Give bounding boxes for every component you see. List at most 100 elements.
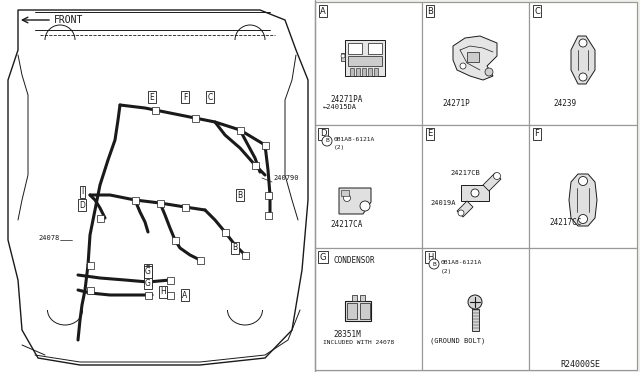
Bar: [264, 212, 271, 218]
Text: CONDENSOR: CONDENSOR: [333, 256, 374, 265]
Bar: [368, 43, 382, 54]
Bar: [348, 43, 362, 54]
Text: R24000SE: R24000SE: [560, 360, 600, 369]
Bar: [0, 0, 315, 372]
Text: I: I: [81, 187, 83, 196]
Text: A: A: [320, 6, 326, 16]
Bar: [252, 161, 259, 169]
Text: C: C: [534, 6, 540, 16]
Text: B: B: [232, 244, 237, 253]
Bar: [345, 301, 371, 321]
Bar: [166, 276, 173, 283]
Text: 24217CA: 24217CA: [330, 220, 362, 229]
Polygon shape: [339, 188, 371, 214]
Polygon shape: [571, 36, 595, 84]
Text: 24217CC: 24217CC: [549, 218, 581, 227]
Bar: [461, 185, 489, 201]
Circle shape: [344, 195, 351, 202]
Polygon shape: [457, 201, 473, 217]
Text: 24271P: 24271P: [442, 99, 470, 108]
Bar: [529, 125, 637, 248]
Circle shape: [468, 295, 482, 309]
Bar: [422, 2, 529, 125]
Text: 24239: 24239: [553, 99, 576, 108]
Bar: [347, 303, 357, 319]
Text: (2): (2): [334, 145, 345, 150]
Text: G: G: [320, 253, 326, 262]
Bar: [182, 203, 189, 211]
Bar: [360, 295, 365, 301]
Circle shape: [360, 201, 370, 211]
Bar: [315, 2, 422, 125]
Polygon shape: [453, 36, 497, 80]
Circle shape: [579, 176, 588, 186]
Bar: [172, 237, 179, 244]
Text: (GROUND BOLT): (GROUND BOLT): [430, 338, 485, 344]
Text: D: D: [320, 129, 326, 138]
Bar: [341, 190, 349, 196]
Text: 240790: 240790: [273, 175, 298, 181]
Text: E: E: [150, 93, 154, 102]
Bar: [348, 56, 382, 66]
Bar: [157, 199, 163, 206]
Bar: [368, 68, 372, 76]
Bar: [191, 115, 198, 122]
Circle shape: [579, 73, 587, 81]
Bar: [422, 248, 529, 370]
Polygon shape: [483, 173, 501, 191]
Text: D: D: [79, 201, 85, 209]
Text: F: F: [183, 93, 187, 102]
Bar: [315, 125, 422, 248]
Text: H: H: [160, 288, 166, 296]
Polygon shape: [569, 174, 597, 226]
Bar: [97, 215, 104, 221]
Text: ←24015DA: ←24015DA: [323, 104, 357, 110]
Text: 28351M: 28351M: [333, 330, 361, 339]
Bar: [467, 52, 479, 62]
Circle shape: [493, 173, 500, 180]
Text: 24217CB: 24217CB: [450, 170, 480, 176]
Text: 0B1A8-6121A: 0B1A8-6121A: [334, 137, 375, 142]
Text: B: B: [325, 138, 329, 144]
Text: INCLUDED WITH 24078: INCLUDED WITH 24078: [323, 340, 394, 345]
Text: B: B: [427, 6, 433, 16]
Bar: [221, 228, 228, 235]
Text: C: C: [207, 93, 212, 102]
Bar: [131, 196, 138, 203]
Bar: [262, 141, 269, 148]
Circle shape: [322, 136, 332, 146]
Text: (2): (2): [441, 269, 452, 274]
Circle shape: [485, 68, 493, 76]
Text: 24271PA: 24271PA: [330, 95, 362, 104]
Circle shape: [341, 54, 345, 58]
Bar: [360, 303, 370, 319]
Bar: [356, 68, 360, 76]
Text: E: E: [428, 129, 433, 138]
Circle shape: [460, 63, 466, 69]
Bar: [241, 251, 248, 259]
Circle shape: [429, 259, 439, 269]
Bar: [166, 292, 173, 298]
Circle shape: [579, 39, 587, 47]
Bar: [362, 68, 366, 76]
Text: G: G: [145, 279, 151, 288]
Text: FRONT: FRONT: [54, 15, 83, 25]
Text: G: G: [145, 266, 151, 275]
Text: H: H: [427, 253, 433, 262]
Text: F: F: [534, 129, 540, 138]
Bar: [315, 248, 422, 370]
Text: 24019A: 24019A: [430, 200, 456, 206]
Bar: [352, 295, 357, 301]
Text: A: A: [182, 291, 188, 299]
Bar: [196, 257, 204, 263]
Bar: [345, 40, 385, 76]
Bar: [145, 279, 152, 285]
Bar: [472, 309, 479, 331]
Bar: [350, 68, 354, 76]
Text: 24078: 24078: [38, 235, 60, 241]
Circle shape: [471, 189, 479, 197]
Bar: [422, 125, 529, 248]
Bar: [529, 248, 637, 370]
Circle shape: [579, 215, 588, 224]
Bar: [86, 286, 93, 294]
